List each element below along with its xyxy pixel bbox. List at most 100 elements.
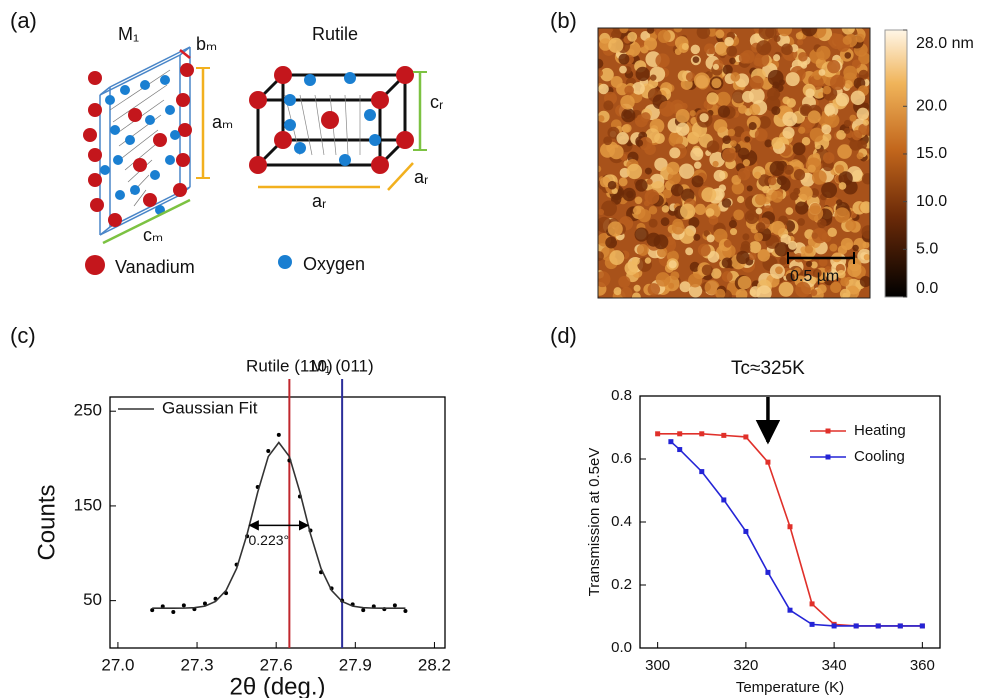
grain bbox=[733, 209, 745, 221]
grain bbox=[757, 249, 771, 262]
grain bbox=[755, 207, 763, 215]
vanadium-atom bbox=[371, 91, 389, 109]
grain bbox=[704, 279, 720, 295]
grain bbox=[706, 234, 715, 243]
grain bbox=[697, 243, 711, 257]
grain bbox=[818, 68, 826, 76]
bond bbox=[109, 69, 171, 111]
y-tick-label: 0.6 bbox=[611, 450, 632, 467]
grain bbox=[738, 104, 747, 114]
grain bbox=[780, 234, 791, 245]
grain bbox=[633, 284, 641, 292]
grain bbox=[689, 110, 696, 117]
oxygen-atom bbox=[369, 134, 381, 146]
bond bbox=[99, 54, 181, 96]
grain bbox=[753, 57, 763, 67]
data-point bbox=[765, 569, 771, 575]
grain bbox=[795, 281, 811, 298]
oxygen-atom bbox=[115, 190, 125, 200]
grain bbox=[691, 175, 704, 188]
vanadium-atom bbox=[396, 66, 414, 84]
grain bbox=[822, 152, 835, 164]
colorbar bbox=[884, 29, 908, 298]
vanadium-atom bbox=[249, 91, 267, 109]
vanadium-atom bbox=[180, 63, 194, 77]
data-point bbox=[721, 497, 727, 503]
grain bbox=[776, 175, 787, 186]
data-point bbox=[765, 459, 771, 465]
grain bbox=[635, 66, 650, 82]
scale-bar-label: 0.5 µm bbox=[790, 268, 839, 285]
grain bbox=[771, 137, 784, 150]
oxygen-atom bbox=[170, 130, 180, 140]
grain bbox=[673, 28, 683, 33]
grain bbox=[738, 52, 751, 64]
colorbar-tick-label: 28.0 nm bbox=[916, 35, 974, 52]
bond bbox=[387, 162, 414, 191]
grain bbox=[837, 144, 852, 159]
oxygen-atom bbox=[110, 125, 120, 135]
grain bbox=[715, 288, 726, 298]
colorbar-tick-label: 20.0 bbox=[916, 98, 947, 115]
grain bbox=[862, 119, 869, 126]
grain bbox=[657, 29, 671, 44]
vanadium-atom bbox=[371, 156, 389, 174]
y-tick-label: 0.2 bbox=[611, 576, 632, 593]
grain bbox=[690, 44, 701, 55]
grain bbox=[839, 288, 851, 298]
grain bbox=[783, 164, 794, 175]
grain bbox=[861, 225, 870, 239]
data-point bbox=[266, 448, 271, 453]
data-point bbox=[403, 609, 408, 614]
grain bbox=[755, 193, 767, 206]
oxygen-atom bbox=[113, 155, 123, 165]
grain bbox=[636, 139, 644, 147]
grain bbox=[756, 40, 772, 56]
grain bbox=[777, 28, 793, 37]
grain bbox=[810, 261, 818, 269]
grain bbox=[824, 105, 836, 116]
diagram-label: cₘ bbox=[143, 225, 163, 245]
x-tick-label: 27.6 bbox=[260, 655, 293, 674]
vanadium-atom bbox=[153, 133, 167, 147]
grain bbox=[694, 161, 702, 169]
grain bbox=[792, 142, 806, 156]
grain bbox=[701, 187, 717, 203]
grain bbox=[785, 72, 800, 87]
grain bbox=[722, 135, 731, 145]
grain bbox=[811, 169, 827, 185]
grain bbox=[713, 169, 726, 182]
grain bbox=[712, 160, 719, 168]
grain bbox=[818, 275, 826, 283]
series-line bbox=[670, 441, 923, 627]
grain bbox=[693, 233, 701, 241]
grain bbox=[749, 75, 764, 90]
x-axis-label: Temperature (K) bbox=[736, 679, 844, 696]
grain bbox=[710, 268, 722, 279]
grain bbox=[680, 203, 696, 219]
grain bbox=[644, 37, 658, 51]
legend-marker bbox=[825, 428, 831, 434]
grain bbox=[844, 52, 852, 59]
grain bbox=[840, 277, 850, 287]
grain bbox=[742, 233, 750, 241]
plot-frame bbox=[109, 396, 446, 649]
grain bbox=[626, 163, 643, 180]
grain bbox=[654, 133, 665, 144]
grain bbox=[611, 187, 618, 195]
bond bbox=[99, 194, 181, 236]
grain bbox=[858, 69, 869, 80]
vanadium-atom bbox=[88, 71, 102, 85]
grain bbox=[599, 38, 612, 51]
grain bbox=[844, 80, 853, 89]
grain bbox=[837, 245, 848, 255]
colorbar-tick-label: 10.0 bbox=[916, 193, 947, 210]
grain bbox=[598, 115, 605, 122]
grain bbox=[847, 257, 862, 272]
y-axis-label: Transmission at 0.5eV bbox=[586, 448, 603, 597]
grain bbox=[713, 119, 728, 133]
grain bbox=[699, 113, 709, 123]
panel-label: (b) bbox=[550, 8, 577, 33]
x-tick-label: 28.2 bbox=[418, 655, 451, 674]
data-point bbox=[919, 623, 925, 629]
